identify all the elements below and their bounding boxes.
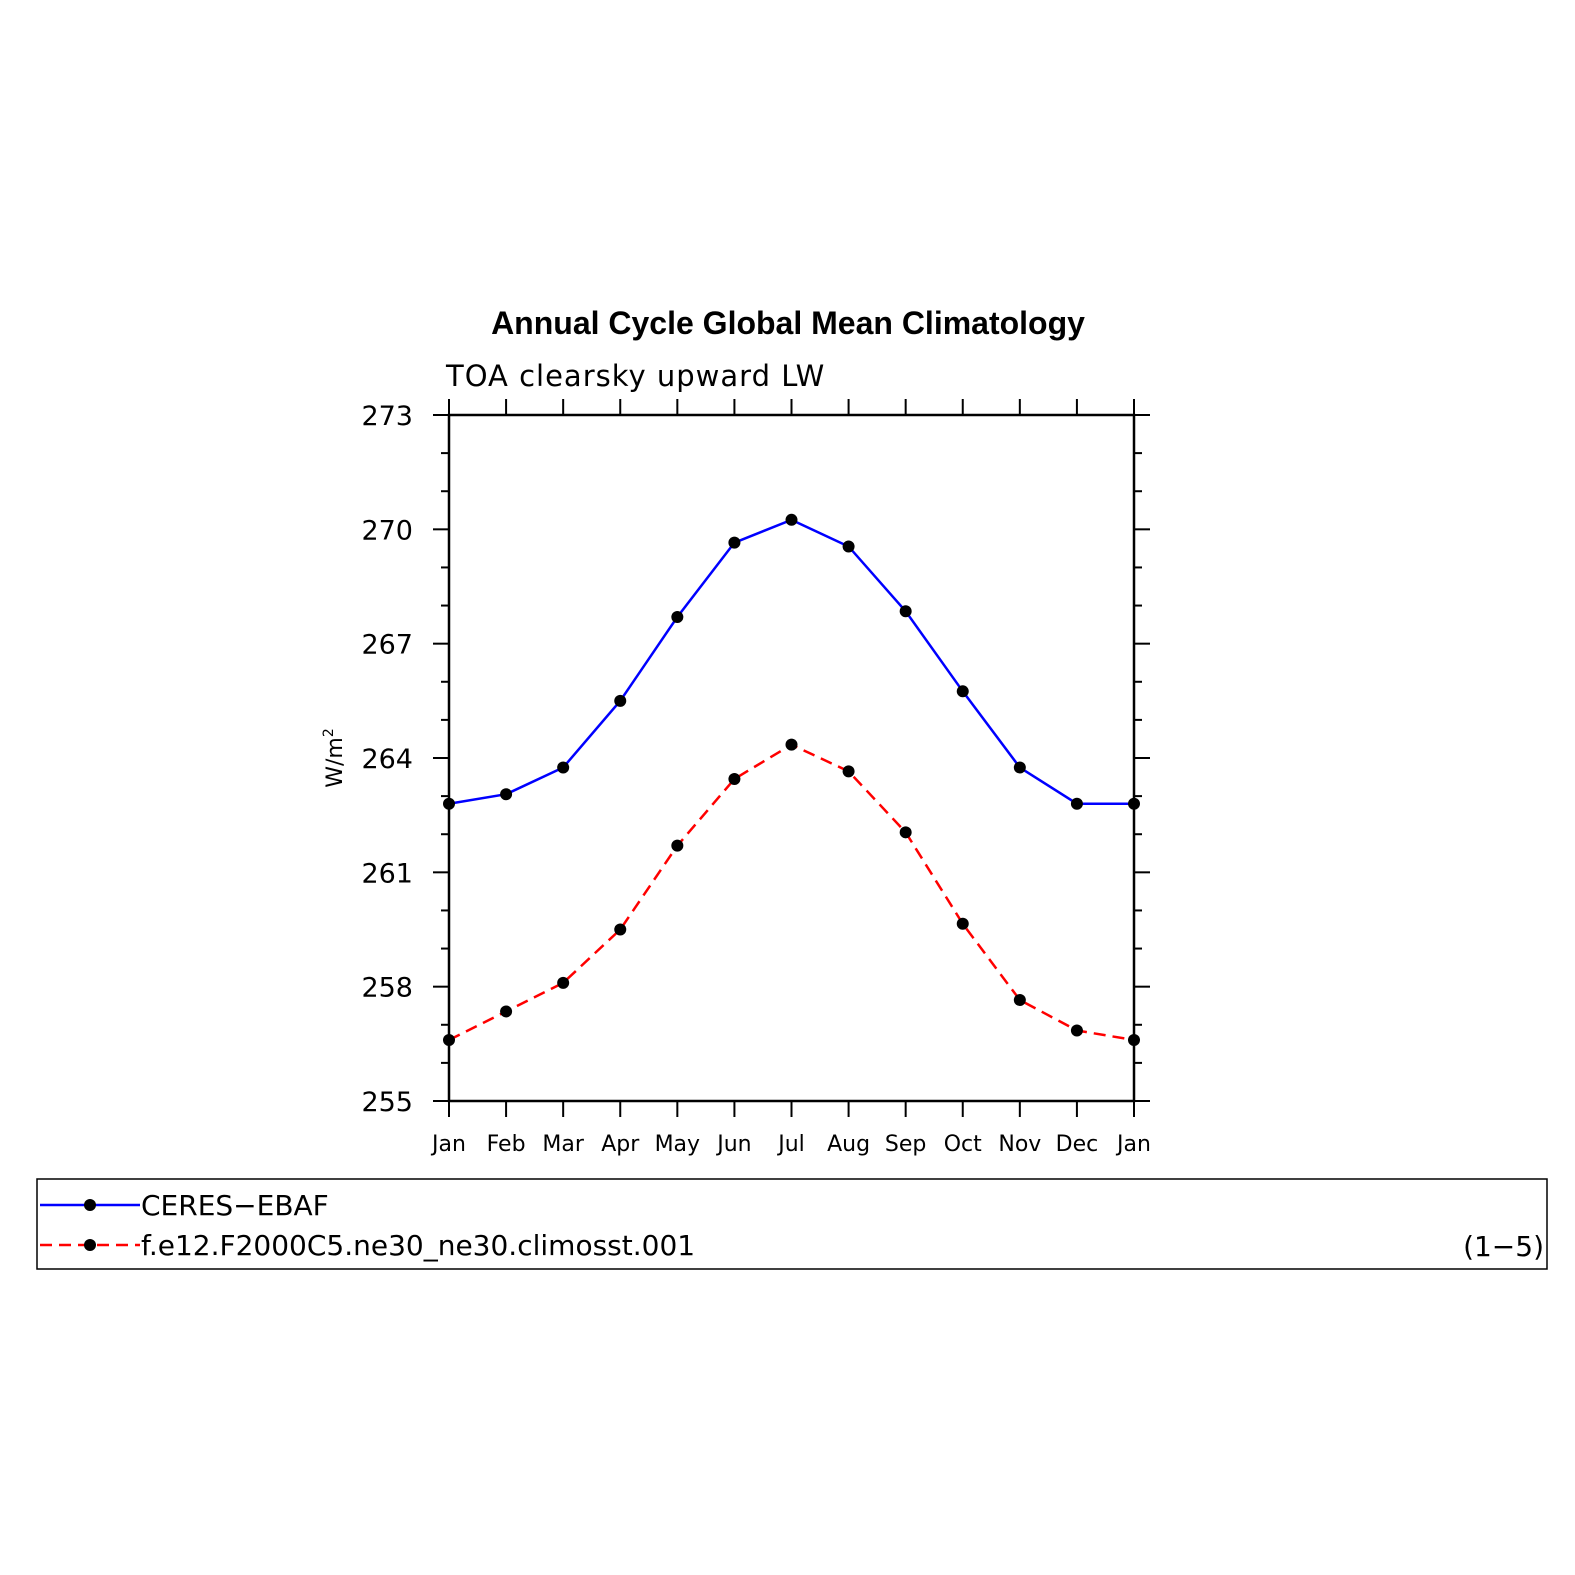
legend: (1−5) CERES−EBAF f.e12.F2000C5.ne30_ne30.… xyxy=(36,1178,1548,1270)
y-axis-label: W/m2 xyxy=(321,728,348,788)
x-tick-label: Nov xyxy=(998,1132,1041,1157)
series-marker-0 xyxy=(1070,797,1083,810)
y-tick-label: 267 xyxy=(361,630,413,661)
legend-label-0: CERES−EBAF xyxy=(141,1189,329,1222)
y-tick-label: 261 xyxy=(361,858,413,889)
y-tick-label: 273 xyxy=(361,401,413,432)
x-tick-label: Mar xyxy=(542,1132,584,1157)
x-tick-label: Jul xyxy=(776,1132,805,1157)
y-axis-label-superscript: 2 xyxy=(321,728,337,737)
x-tick-label: Sep xyxy=(885,1132,926,1157)
series-marker-0 xyxy=(500,788,513,801)
series-marker-0 xyxy=(1013,761,1026,774)
x-tick-label: Dec xyxy=(1056,1132,1099,1157)
svg-text:W/m2: W/m2 xyxy=(321,728,348,788)
series-marker-1 xyxy=(956,917,969,930)
x-tick-label: Oct xyxy=(944,1132,982,1157)
series-marker-1 xyxy=(1128,1034,1140,1047)
series-marker-0 xyxy=(1128,797,1140,810)
series-marker-0 xyxy=(671,610,684,623)
series-marker-0 xyxy=(614,694,627,707)
chart-subtitle: TOA clearsky upward LW xyxy=(445,359,825,393)
series-marker-0 xyxy=(443,797,455,810)
series-marker-1 xyxy=(728,772,741,785)
y-tick-label: 255 xyxy=(361,1087,413,1118)
legend-box xyxy=(36,1178,1548,1270)
series-marker-0 xyxy=(785,513,798,526)
series-line-1 xyxy=(448,743,1135,1042)
series-marker-1 xyxy=(785,738,798,751)
series-marker-0 xyxy=(956,685,969,698)
series-marker-0 xyxy=(899,605,912,618)
series-marker-1 xyxy=(500,1005,513,1018)
series-marker-1 xyxy=(842,765,855,778)
x-tick-label: May xyxy=(655,1132,700,1157)
y-tick-label: 258 xyxy=(361,973,413,1004)
series-marker-1 xyxy=(671,839,684,852)
series-line-0 xyxy=(448,518,1134,805)
series-marker-0 xyxy=(557,761,570,774)
x-tick-label: Jan xyxy=(430,1132,466,1157)
x-tick-label: Jun xyxy=(715,1132,751,1157)
series-marker-1 xyxy=(1013,994,1026,1007)
y-axis-label-text: W/m xyxy=(323,737,348,788)
x-tick-label: Feb xyxy=(487,1132,526,1157)
series-marker-0 xyxy=(842,540,855,553)
legend-label-1: f.e12.F2000C5.ne30_ne30.climosst.001 xyxy=(141,1229,695,1262)
panel-label: (1−5) xyxy=(1463,1230,1544,1263)
legend-marker-0 xyxy=(84,1199,96,1211)
series-marker-1 xyxy=(1070,1024,1083,1037)
series-marker-1 xyxy=(614,923,627,936)
x-tick-label: Aug xyxy=(827,1132,870,1157)
y-axis: 255 258 261 264 267 270 273 xyxy=(361,401,1150,1118)
series-marker-1 xyxy=(557,976,570,989)
series-marker-1 xyxy=(443,1034,455,1047)
chart-title: Annual Cycle Global Mean Climatology xyxy=(491,305,1085,341)
x-tick-label: Jan xyxy=(1115,1132,1151,1157)
series-layer xyxy=(443,513,1140,1047)
legend-marker-1 xyxy=(84,1239,96,1251)
y-tick-label: 264 xyxy=(361,744,413,775)
x-axis: Jan Feb Mar Apr May Jun Jul Aug Sep Oct Nov Dec Jan xyxy=(430,399,1151,1157)
series-marker-0 xyxy=(728,536,741,549)
series-marker-1 xyxy=(899,826,912,839)
y-tick-label: 270 xyxy=(361,515,413,546)
x-tick-label: Apr xyxy=(601,1132,640,1157)
